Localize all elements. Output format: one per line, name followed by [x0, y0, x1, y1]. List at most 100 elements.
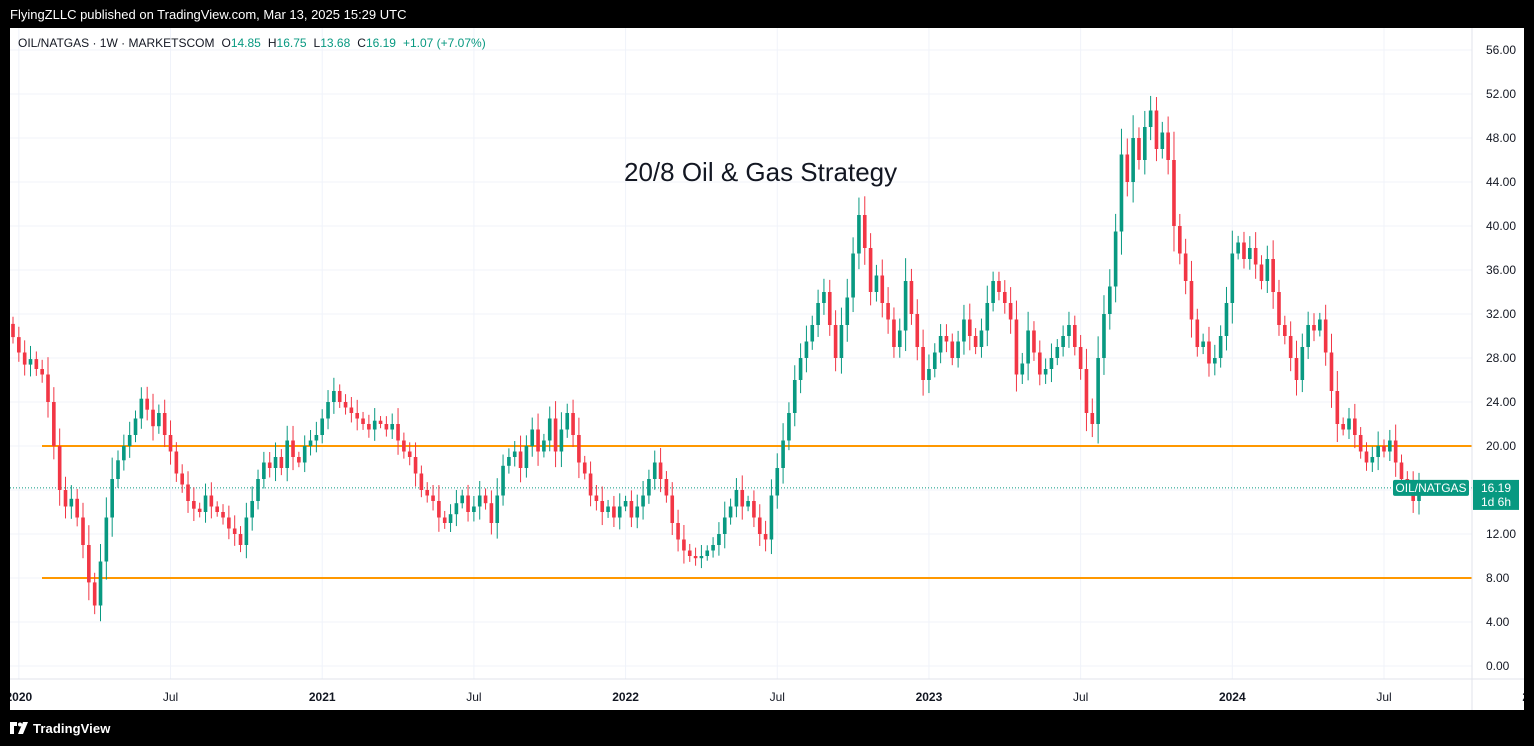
- x-tick-label: Jul: [1376, 690, 1391, 704]
- y-tick-label: 20.00: [1486, 439, 1516, 453]
- candle-body: [355, 413, 360, 419]
- candle-body: [752, 501, 756, 518]
- candle-body: [460, 495, 465, 504]
- chart-title: 20/8 Oil & Gas Strategy: [624, 157, 897, 187]
- candle-body: [1358, 435, 1363, 452]
- candle: [63, 476, 68, 519]
- candle: [1312, 313, 1316, 342]
- candle: [413, 442, 418, 487]
- candle-body: [1288, 336, 1293, 358]
- candle-body: [664, 479, 669, 496]
- candle: [1154, 97, 1159, 162]
- legend-low-label: L: [313, 36, 321, 50]
- candle: [1201, 333, 1205, 355]
- candle: [816, 289, 820, 337]
- candle-body: [1119, 154, 1124, 232]
- price-chart[interactable]: 0.004.008.0012.0016.0020.0024.0028.0032.…: [10, 28, 1524, 710]
- candle-body: [1049, 358, 1054, 369]
- candle-body: [874, 275, 879, 292]
- candle-body: [822, 292, 826, 303]
- candle: [687, 543, 692, 562]
- candle-body: [699, 556, 704, 559]
- candle: [582, 455, 587, 480]
- tradingview-brand[interactable]: TradingView: [10, 721, 110, 736]
- candle: [711, 537, 715, 558]
- candle: [664, 471, 669, 503]
- candle-body: [250, 501, 255, 518]
- candle: [1049, 343, 1054, 383]
- candle: [874, 264, 879, 302]
- candle-body: [763, 534, 768, 540]
- candle: [1119, 128, 1124, 255]
- candle: [390, 413, 395, 439]
- candle-body: [1277, 292, 1281, 325]
- legend-close-label: C: [357, 36, 366, 50]
- chart-panel[interactable]: 0.004.008.0012.0016.0020.0024.0028.0032.…: [10, 28, 1524, 710]
- candle: [256, 469, 260, 510]
- candle-body: [110, 479, 114, 518]
- candle: [1189, 260, 1194, 338]
- candle: [757, 504, 762, 546]
- candle-body: [921, 347, 925, 380]
- candle-body: [1189, 281, 1194, 320]
- candle-body: [279, 457, 284, 468]
- candle-body: [1382, 446, 1386, 452]
- candle-body: [769, 495, 774, 540]
- candle-body: [909, 281, 914, 314]
- candle: [798, 343, 803, 394]
- candle: [215, 501, 219, 517]
- candle-body: [775, 468, 780, 496]
- candle-body: [798, 358, 803, 380]
- candle: [746, 495, 750, 512]
- candle: [1183, 238, 1188, 295]
- candle-body: [845, 297, 850, 325]
- candle-body: [1353, 418, 1357, 435]
- candle-body: [1213, 358, 1217, 364]
- candle: [1177, 213, 1182, 265]
- candle-body: [903, 281, 908, 331]
- candle-body: [1271, 259, 1275, 292]
- candle-body: [17, 337, 21, 353]
- candle-body: [1341, 424, 1345, 430]
- candle-body: [1043, 369, 1048, 375]
- candle-body: [1067, 325, 1071, 336]
- y-tick-label: 32.00: [1486, 307, 1516, 321]
- candle: [775, 453, 780, 509]
- candle: [810, 315, 815, 350]
- candle-body: [1224, 303, 1229, 336]
- candle-body: [956, 341, 960, 358]
- candle: [477, 480, 482, 520]
- candle-body: [734, 490, 739, 507]
- candle: [728, 498, 733, 525]
- candle-body: [1008, 303, 1013, 320]
- legend-symbol[interactable]: OIL/NATGAS · 1W · MARKETSCOM: [18, 36, 215, 50]
- candle-body: [1037, 352, 1042, 375]
- candle: [787, 402, 791, 451]
- candle: [122, 434, 126, 471]
- candle-body: [833, 325, 838, 358]
- candle: [1096, 336, 1100, 444]
- candle: [553, 401, 558, 468]
- candle-body: [1113, 231, 1118, 287]
- candle: [337, 384, 342, 408]
- candle-body: [629, 501, 634, 518]
- candle: [845, 278, 850, 342]
- candle: [203, 483, 208, 523]
- candle: [454, 490, 459, 527]
- candle-body: [413, 457, 418, 474]
- legend-low: 13.68: [320, 36, 351, 50]
- candles: [11, 95, 1421, 622]
- candle: [559, 412, 564, 468]
- candle: [717, 522, 721, 556]
- candle: [594, 484, 599, 511]
- candle-body: [1020, 363, 1025, 375]
- candle: [326, 390, 330, 430]
- candle-body: [1230, 253, 1235, 303]
- candle-body: [1207, 341, 1211, 364]
- candle: [1055, 339, 1060, 366]
- candle: [1142, 110, 1147, 175]
- candle: [157, 404, 161, 434]
- candle-body: [711, 545, 715, 551]
- candle-body: [839, 325, 844, 358]
- candle-body: [1026, 330, 1030, 364]
